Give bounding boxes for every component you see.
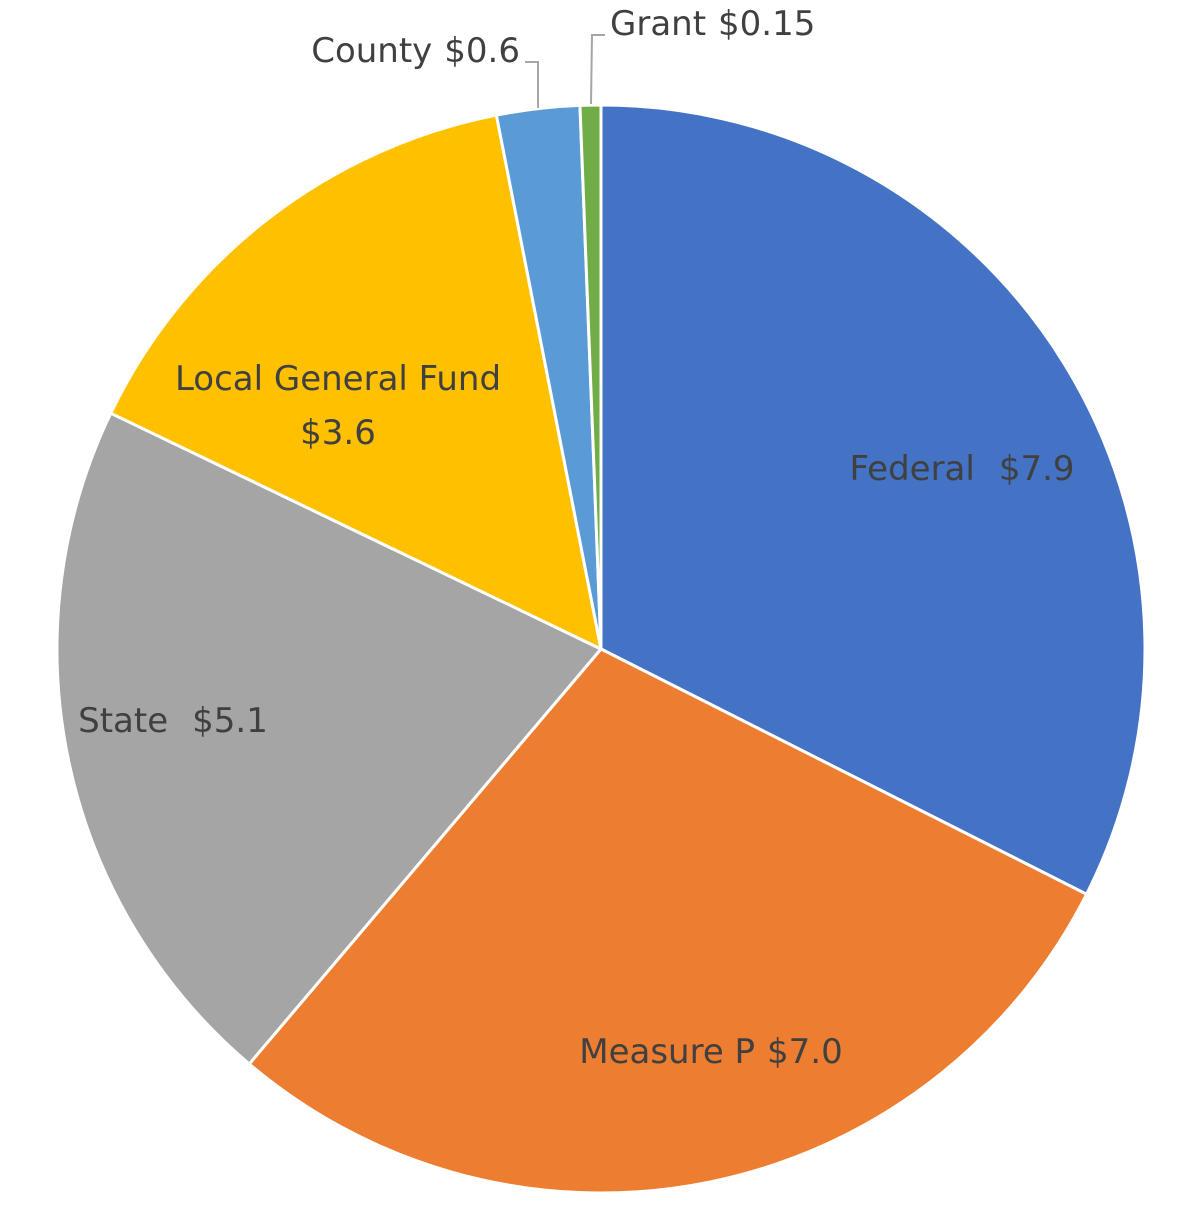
data-label: Measure P $7.0	[579, 1032, 843, 1072]
category-label: Local General Fund	[175, 359, 501, 399]
category-label: County	[311, 31, 432, 71]
data-label: State $5.1	[78, 701, 268, 741]
data-label: Federal $7.9	[849, 449, 1074, 489]
category-label: Federal	[849, 449, 974, 489]
data-label: Local General Fund $3.6	[175, 359, 501, 453]
category-label: Measure P	[579, 1032, 755, 1072]
value-label: $3.6	[300, 413, 376, 453]
value-label: $7.0	[767, 1032, 843, 1072]
pie-slice	[108, 113, 604, 652]
leader-line	[590, 34, 605, 105]
value-label: $0.6	[444, 31, 520, 71]
pie-slice	[247, 647, 1089, 1195]
value-label: $0.15	[718, 4, 815, 44]
category-label: Grant	[610, 4, 706, 44]
value-label: $7.9	[999, 449, 1075, 489]
data-label: County $0.6	[311, 31, 520, 71]
value-label: $5.1	[192, 701, 268, 741]
leader-line	[525, 61, 539, 108]
pie-slice	[55, 411, 604, 1067]
data-label: Grant $0.15	[610, 4, 815, 44]
pie-slice	[578, 103, 603, 650]
pie-slice	[599, 103, 1147, 897]
category-label: State	[78, 701, 168, 741]
